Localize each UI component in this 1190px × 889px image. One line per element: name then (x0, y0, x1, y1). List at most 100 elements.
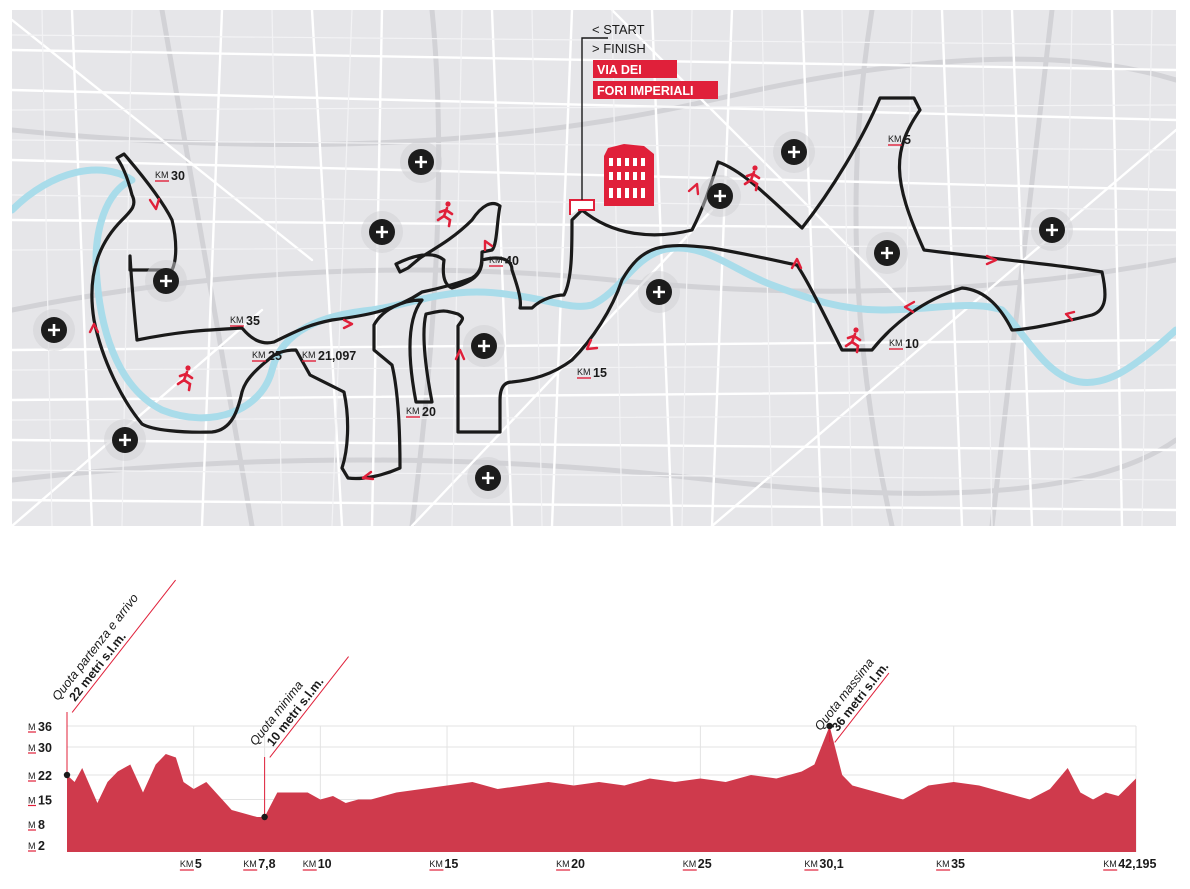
aid-station-icon (467, 457, 509, 499)
y-tick: M 15 (28, 794, 52, 808)
km-marker-prefix: KM (155, 170, 169, 180)
x-tick-label: 25 (698, 857, 712, 871)
callout-point (261, 813, 268, 821)
y-tick-label: 36 (38, 720, 52, 734)
km-marker: KM 35 (230, 314, 260, 328)
x-tick-label: 7,8 (258, 857, 275, 871)
runner-icons (176, 165, 862, 392)
km-marker: KM 10 (889, 337, 919, 351)
x-tick-prefix: KM (180, 859, 194, 869)
km-marker: KM 5 (888, 133, 911, 147)
km-marker-value: 30 (171, 169, 185, 183)
y-tick-prefix: M (28, 771, 36, 781)
x-tick-prefix: KM (804, 859, 818, 869)
marathon-route (90, 96, 1107, 481)
x-tick: KM 42,195 (1103, 857, 1156, 871)
y-tick-prefix: M (28, 722, 36, 732)
x-tick-label: 5 (195, 857, 202, 871)
x-tick: KM 20 (556, 857, 585, 871)
x-tick-label: 15 (444, 857, 458, 871)
km-marker-prefix: KM (489, 255, 503, 265)
venue-label-line2: FORI IMPERIALI (597, 84, 694, 98)
finish-label: > FINISH (592, 41, 646, 56)
y-tick-label: 8 (38, 818, 45, 832)
y-tick-prefix: M (28, 796, 36, 806)
km-marker: KM 25 (252, 349, 282, 363)
km-marker-value: 5 (904, 133, 911, 147)
x-tick-prefix: KM (556, 859, 570, 869)
x-tick: KM 10 (302, 857, 332, 871)
aid-station-icon (361, 211, 403, 253)
x-tick-label: 30,1 (819, 857, 843, 871)
aid-station-icon (400, 141, 442, 183)
y-tick-prefix: M (28, 743, 36, 753)
x-tick: KM 30,1 (804, 857, 844, 871)
x-tick: KM 5 (179, 857, 202, 871)
runner-icon (844, 327, 862, 354)
x-tick-label: 42,195 (1118, 857, 1156, 871)
x-tick: KM 7,8 (243, 857, 276, 871)
runner-icon (176, 365, 194, 392)
km-marker: KM 21,097 (302, 349, 356, 363)
y-axis-ticks: M 36M 30M 22M 15M 8M 2 (28, 720, 52, 853)
aid-station-icon (638, 271, 680, 313)
y-tick: M 22 (28, 769, 52, 783)
x-tick-prefix: KM (303, 859, 317, 869)
x-tick: KM 15 (429, 857, 458, 871)
x-tick-prefix: KM (243, 859, 257, 869)
y-tick-prefix: M (28, 841, 36, 851)
callout-title: Quota partenza e arrivo (49, 591, 141, 703)
km-marker: KM 15 (577, 366, 607, 380)
aid-stations (33, 131, 1073, 499)
km-marker-prefix: KM (230, 315, 244, 325)
colosseum-icon (604, 144, 654, 206)
x-tick-prefix: KM (429, 859, 443, 869)
km-marker: KM 30 (155, 169, 185, 183)
km-marker-value: 35 (246, 314, 260, 328)
km-marker-value: 10 (905, 337, 919, 351)
start-finish-flag-icon (569, 199, 595, 215)
x-axis-ticks: KM 5 KM 7,8 KM 10 KM 15 KM 20 KM 25 KM 30,1 KM 35 KM 42,1… (179, 857, 1156, 871)
route-map: < START > FINISH VIA DEI FORI IMPERIALI … (12, 10, 1176, 526)
km-marker-value: 21,097 (318, 349, 356, 363)
x-tick-label: 35 (951, 857, 965, 871)
callout-point (63, 771, 71, 779)
km-marker-value: 20 (422, 405, 436, 419)
km-marker-prefix: KM (406, 406, 420, 416)
x-tick: KM 35 (936, 857, 965, 871)
aid-station-icon (773, 131, 815, 173)
runner-icon (436, 201, 454, 228)
street-network (12, 10, 1176, 526)
y-tick-label: 30 (38, 741, 52, 755)
aid-station-icon (463, 325, 505, 367)
y-tick-label: 15 (38, 794, 52, 808)
y-tick-label: 22 (38, 769, 52, 783)
y-tick-prefix: M (28, 820, 36, 830)
x-tick-prefix: KM (936, 859, 950, 869)
km-marker-prefix: KM (577, 367, 591, 377)
km-marker-prefix: KM (889, 338, 903, 348)
x-tick-label: 20 (571, 857, 585, 871)
y-tick-label: 2 (38, 839, 45, 853)
x-tick-label: 10 (318, 857, 332, 871)
km-marker-value: 25 (268, 349, 282, 363)
aid-station-icon (145, 260, 187, 302)
y-tick: M 30 (28, 741, 52, 755)
aid-station-icon (866, 232, 908, 274)
km-marker-prefix: KM (252, 350, 266, 360)
start-label: < START (592, 22, 645, 37)
km-marker-prefix: KM (888, 134, 902, 144)
km-marker-value: 15 (593, 366, 607, 380)
venue-label-line1: VIA DEI (597, 63, 642, 77)
km-marker: KM 20 (406, 405, 436, 419)
runner-icon (743, 165, 761, 192)
km-marker-value: 40 (505, 254, 519, 268)
start-finish-callout: < START > FINISH VIA DEI FORI IMPERIALI (581, 22, 718, 200)
elevation-area (67, 726, 1136, 852)
